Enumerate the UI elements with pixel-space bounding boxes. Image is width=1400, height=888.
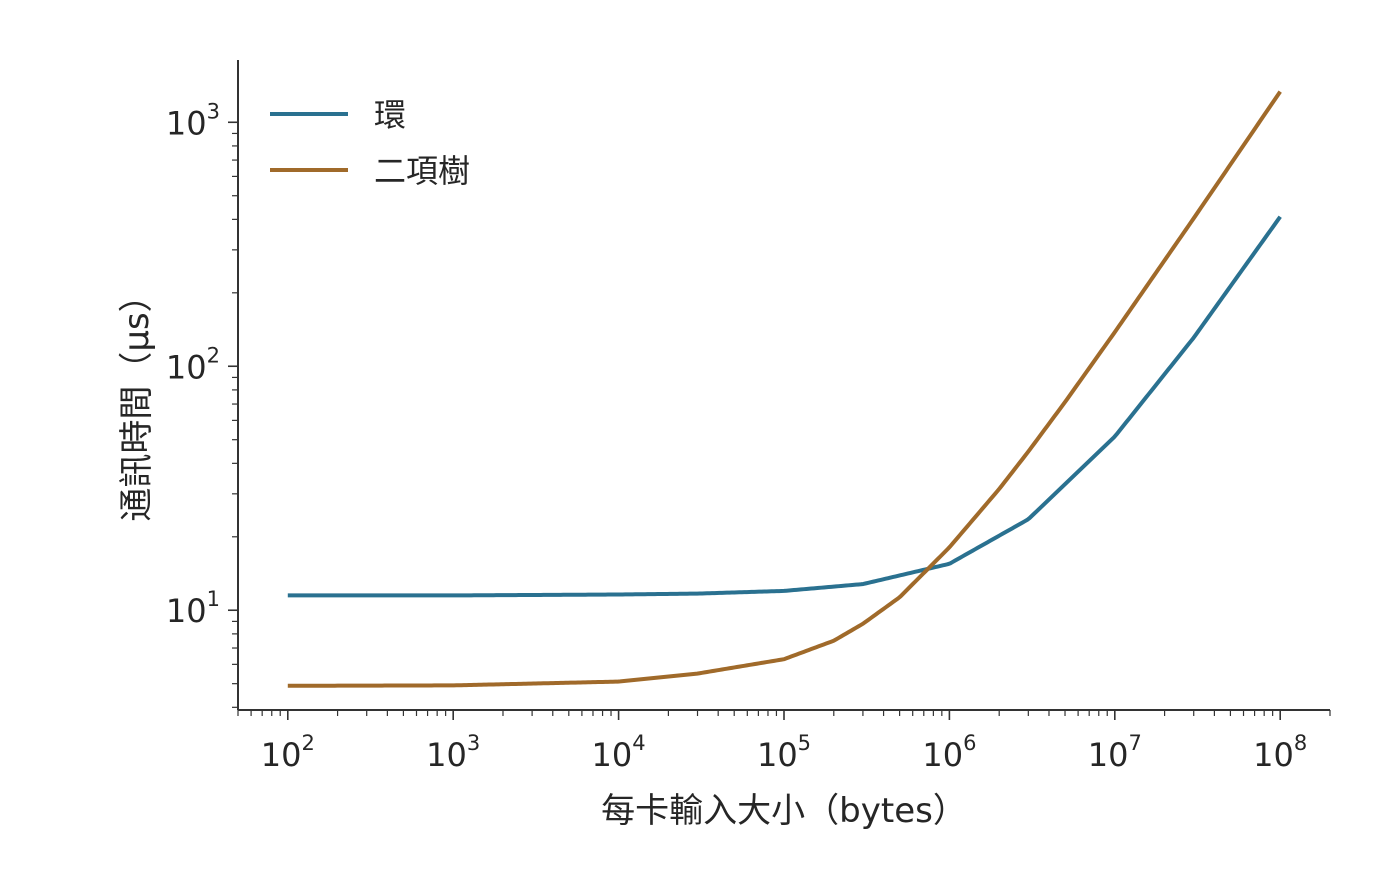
x-tick-label: 107: [1088, 731, 1142, 774]
y-axis-title: 通訊時間（μs）: [117, 278, 157, 521]
legend-label-1: 二項樹: [374, 152, 470, 190]
y-tick-exponent: 2: [207, 343, 220, 367]
x-tick-base: 10: [1088, 736, 1129, 774]
x-tick-exponent: 3: [467, 731, 480, 755]
series-line-1: [287, 90, 1282, 688]
x-tick-label: 102: [261, 731, 315, 774]
y-tick-exponent: 3: [207, 99, 220, 123]
x-tick-exponent: 5: [798, 731, 811, 755]
x-tick-base: 10: [592, 736, 633, 774]
x-tick-exponent: 2: [301, 731, 314, 755]
x-axis-tick-labels: 102 103 104 105 106 107 108: [261, 731, 1308, 774]
y-tick-exponent: 1: [207, 587, 220, 611]
y-tick-base: 10: [166, 348, 207, 386]
x-axis-title: 每卡輸入大小（bytes）: [601, 791, 967, 831]
legend-label-0: 環: [374, 96, 406, 134]
x-tick-base: 10: [922, 736, 963, 774]
y-tick-label: 101: [166, 587, 220, 630]
y-tick-base: 10: [166, 592, 207, 630]
x-tick-label: 105: [757, 731, 811, 774]
y-tick-base: 10: [166, 104, 207, 142]
x-tick-exponent: 8: [1294, 731, 1307, 755]
y-tick-label: 103: [166, 99, 220, 142]
x-tick-label: 106: [922, 731, 976, 774]
y-axis-major-ticks: [228, 121, 238, 612]
x-tick-base: 10: [1253, 736, 1294, 774]
x-tick-label: 103: [426, 731, 480, 774]
y-tick-label: 102: [166, 343, 220, 386]
x-tick-exponent: 4: [632, 731, 645, 755]
x-tick-base: 10: [261, 736, 302, 774]
x-axis-major-ticks: [286, 710, 1282, 720]
x-tick-label: 104: [592, 731, 646, 774]
x-tick-base: 10: [426, 736, 467, 774]
x-tick-exponent: 7: [1128, 731, 1141, 755]
x-tick-base: 10: [757, 736, 798, 774]
series-line-0: [287, 215, 1282, 598]
x-tick-label: 108: [1253, 731, 1307, 774]
x-tick-exponent: 6: [963, 731, 976, 755]
series-lines: [287, 90, 1282, 688]
